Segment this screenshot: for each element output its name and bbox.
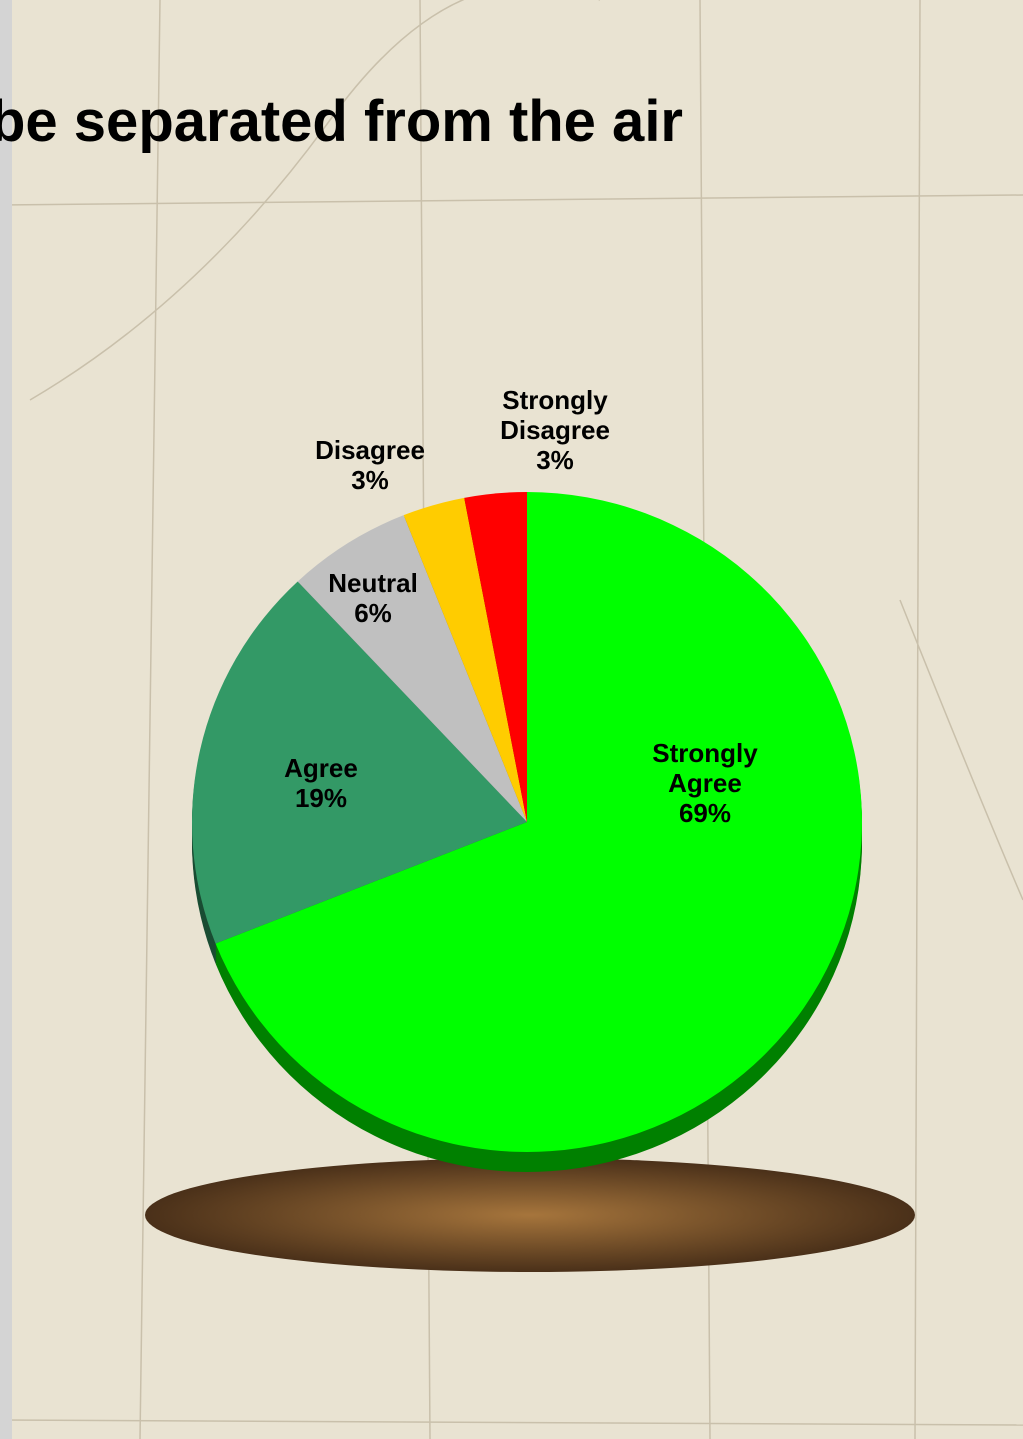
category-label: Strongly Agree xyxy=(652,738,758,798)
pie-base xyxy=(145,1158,915,1272)
category-label: Strongly Disagree xyxy=(500,385,610,445)
slice xyxy=(403,497,527,822)
slice-label: Strongly Disagree 3% xyxy=(500,385,610,475)
slice-label: Agree 19% xyxy=(284,753,358,813)
value-label: 3% xyxy=(536,445,574,475)
category-label: Agree xyxy=(284,753,358,783)
pie xyxy=(191,492,862,1172)
slice-label: Disagree 3% xyxy=(315,435,425,495)
value-label: 6% xyxy=(354,598,392,628)
value-label: 19% xyxy=(294,783,348,813)
value-label: 69% xyxy=(678,798,732,828)
slice-label: Strongly Agree 69% xyxy=(652,738,757,828)
slice xyxy=(215,492,862,1152)
slice-label: Neutral 6% xyxy=(328,568,418,628)
slice xyxy=(191,581,527,944)
slice xyxy=(297,515,527,822)
left-strip xyxy=(0,0,12,1439)
category-label: Neutral xyxy=(328,568,418,598)
slice xyxy=(464,492,527,822)
category-label: Disagree xyxy=(315,435,425,465)
chart-title: be separated from the air xyxy=(0,89,683,154)
value-label: 3% xyxy=(351,465,389,495)
